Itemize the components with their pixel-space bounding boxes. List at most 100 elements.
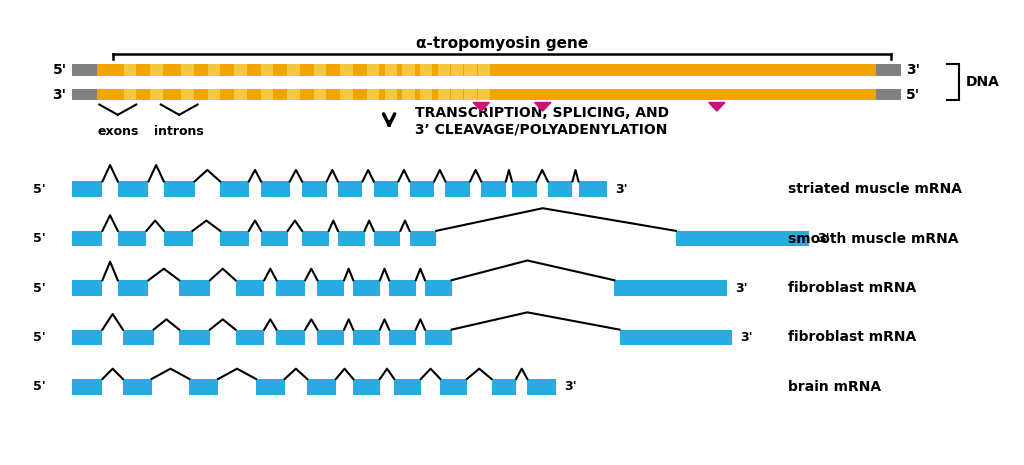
FancyBboxPatch shape: [208, 64, 220, 76]
FancyBboxPatch shape: [261, 181, 290, 197]
Text: fibroblast mRNA: fibroblast mRNA: [788, 281, 916, 295]
FancyBboxPatch shape: [288, 64, 300, 76]
FancyBboxPatch shape: [353, 280, 380, 296]
FancyBboxPatch shape: [124, 89, 136, 100]
FancyBboxPatch shape: [234, 64, 247, 76]
FancyBboxPatch shape: [234, 89, 247, 100]
FancyBboxPatch shape: [118, 181, 148, 197]
FancyBboxPatch shape: [451, 64, 464, 76]
FancyBboxPatch shape: [72, 89, 97, 100]
Text: 3': 3': [817, 232, 829, 245]
FancyBboxPatch shape: [118, 280, 148, 296]
FancyBboxPatch shape: [317, 330, 344, 345]
FancyBboxPatch shape: [340, 64, 353, 76]
FancyBboxPatch shape: [445, 181, 470, 197]
FancyBboxPatch shape: [314, 89, 327, 100]
FancyBboxPatch shape: [374, 181, 398, 197]
FancyBboxPatch shape: [548, 181, 572, 197]
FancyBboxPatch shape: [236, 330, 264, 345]
FancyBboxPatch shape: [338, 181, 362, 197]
FancyBboxPatch shape: [425, 330, 452, 345]
FancyBboxPatch shape: [97, 89, 876, 100]
FancyBboxPatch shape: [420, 89, 432, 100]
FancyBboxPatch shape: [181, 64, 194, 76]
Text: 3': 3': [735, 281, 748, 294]
FancyBboxPatch shape: [97, 64, 876, 76]
Text: DNA: DNA: [966, 75, 999, 89]
FancyBboxPatch shape: [276, 330, 305, 345]
Text: TRANSCRIPTION, SPLICING, AND
3’ CLEAVAGE/POLYADENYLATION: TRANSCRIPTION, SPLICING, AND 3’ CLEAVAGE…: [415, 106, 669, 136]
FancyBboxPatch shape: [314, 64, 327, 76]
Text: 5': 5': [34, 331, 46, 344]
Polygon shape: [473, 102, 489, 111]
Text: exons: exons: [97, 125, 138, 138]
FancyBboxPatch shape: [440, 379, 467, 395]
FancyBboxPatch shape: [477, 64, 489, 76]
Polygon shape: [535, 102, 551, 111]
Text: 3': 3': [52, 87, 67, 102]
FancyBboxPatch shape: [402, 64, 415, 76]
Text: smooth muscle mRNA: smooth muscle mRNA: [788, 232, 959, 246]
FancyBboxPatch shape: [367, 64, 379, 76]
FancyBboxPatch shape: [425, 280, 452, 296]
Text: introns: introns: [155, 125, 204, 138]
FancyBboxPatch shape: [261, 89, 273, 100]
FancyBboxPatch shape: [72, 64, 97, 76]
FancyBboxPatch shape: [676, 231, 809, 246]
Text: striated muscle mRNA: striated muscle mRNA: [788, 182, 963, 196]
Text: 5': 5': [34, 183, 46, 196]
Text: 3': 3': [615, 183, 628, 196]
FancyBboxPatch shape: [438, 89, 451, 100]
FancyBboxPatch shape: [464, 64, 476, 76]
FancyBboxPatch shape: [385, 89, 397, 100]
Text: fibroblast mRNA: fibroblast mRNA: [788, 331, 916, 345]
FancyBboxPatch shape: [464, 89, 476, 100]
Text: brain mRNA: brain mRNA: [788, 380, 882, 394]
FancyBboxPatch shape: [340, 89, 353, 100]
FancyBboxPatch shape: [256, 379, 285, 395]
FancyBboxPatch shape: [151, 89, 163, 100]
FancyBboxPatch shape: [261, 64, 273, 76]
FancyBboxPatch shape: [420, 64, 432, 76]
FancyBboxPatch shape: [276, 280, 305, 296]
FancyBboxPatch shape: [317, 280, 344, 296]
FancyBboxPatch shape: [124, 64, 136, 76]
FancyBboxPatch shape: [389, 330, 416, 345]
FancyBboxPatch shape: [72, 181, 102, 197]
FancyBboxPatch shape: [189, 379, 218, 395]
FancyBboxPatch shape: [164, 181, 195, 197]
FancyBboxPatch shape: [385, 64, 397, 76]
FancyBboxPatch shape: [620, 330, 732, 345]
FancyBboxPatch shape: [410, 181, 434, 197]
FancyBboxPatch shape: [72, 231, 102, 246]
FancyBboxPatch shape: [164, 231, 193, 246]
FancyBboxPatch shape: [72, 330, 102, 345]
FancyBboxPatch shape: [876, 89, 901, 100]
FancyBboxPatch shape: [353, 330, 380, 345]
FancyBboxPatch shape: [72, 280, 102, 296]
FancyBboxPatch shape: [181, 89, 194, 100]
FancyBboxPatch shape: [236, 280, 264, 296]
FancyBboxPatch shape: [261, 231, 288, 246]
FancyBboxPatch shape: [492, 379, 516, 395]
Text: 3': 3': [906, 63, 921, 77]
FancyBboxPatch shape: [72, 379, 102, 395]
FancyBboxPatch shape: [179, 330, 210, 345]
FancyBboxPatch shape: [402, 89, 415, 100]
FancyBboxPatch shape: [477, 89, 489, 100]
FancyBboxPatch shape: [118, 231, 146, 246]
FancyBboxPatch shape: [288, 89, 300, 100]
FancyBboxPatch shape: [220, 181, 249, 197]
FancyBboxPatch shape: [208, 89, 220, 100]
FancyBboxPatch shape: [512, 181, 537, 197]
FancyBboxPatch shape: [451, 89, 464, 100]
FancyBboxPatch shape: [302, 181, 327, 197]
FancyBboxPatch shape: [302, 231, 329, 246]
Text: 5': 5': [906, 87, 921, 102]
FancyBboxPatch shape: [367, 89, 379, 100]
FancyBboxPatch shape: [353, 379, 380, 395]
FancyBboxPatch shape: [527, 379, 556, 395]
FancyBboxPatch shape: [876, 64, 901, 76]
FancyBboxPatch shape: [374, 231, 400, 246]
FancyBboxPatch shape: [179, 280, 210, 296]
